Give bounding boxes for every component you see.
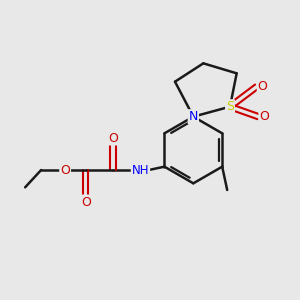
Text: S: S	[226, 100, 234, 113]
Text: NH: NH	[132, 164, 149, 176]
Text: O: O	[258, 80, 268, 93]
Text: N: N	[189, 110, 198, 123]
Text: O: O	[108, 131, 118, 145]
Text: O: O	[81, 196, 91, 208]
Text: O: O	[60, 164, 70, 176]
Text: O: O	[260, 110, 269, 123]
